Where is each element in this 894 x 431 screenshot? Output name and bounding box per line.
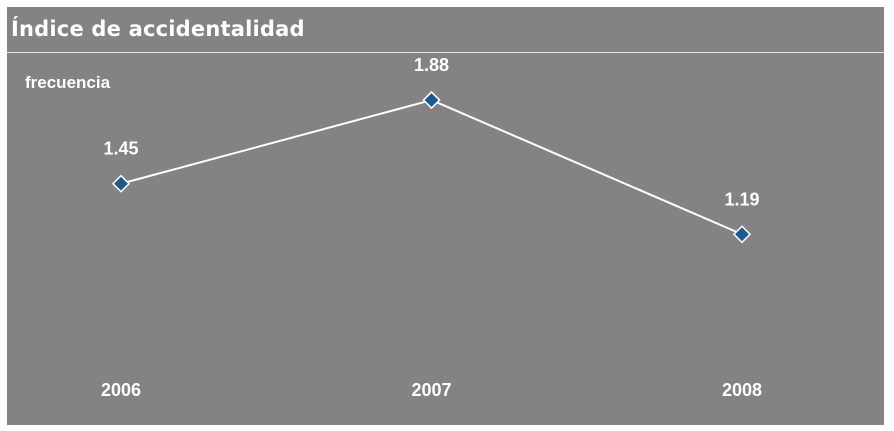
data-point-marker (732, 225, 752, 244)
chart-panel: Índice de accidentalidad frecuencia 1.45… (7, 7, 884, 425)
x-tick-label: 2006 (101, 380, 141, 400)
data-point-marker (111, 174, 131, 193)
data-label: 1.19 (724, 189, 759, 209)
title-divider (7, 52, 884, 53)
data-label: 1.45 (103, 139, 138, 159)
x-tick-label: 2007 (411, 380, 451, 400)
data-point-marker (422, 91, 441, 110)
series-line-segment (120, 99, 432, 185)
y-axis-label: frecuencia (25, 73, 111, 92)
x-tick-label: 2008 (722, 380, 762, 400)
series-line-segment (431, 99, 743, 236)
chart-title: Índice de accidentalidad (11, 17, 305, 41)
data-label: 1.88 (414, 55, 449, 75)
line-chart: 1.45 2006 1.88 2007 1.19 2008 (101, 55, 762, 400)
